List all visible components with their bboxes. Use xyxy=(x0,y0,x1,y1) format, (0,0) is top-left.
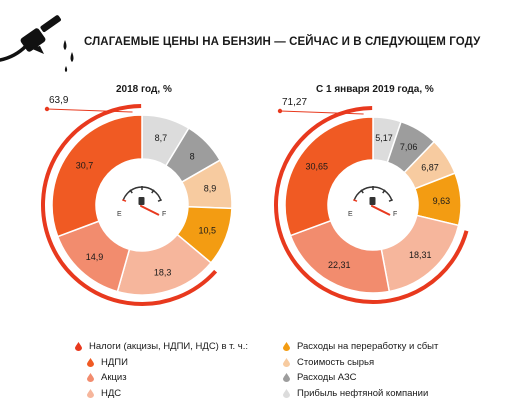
gauge-tick xyxy=(129,189,133,194)
drop-icon xyxy=(87,373,94,383)
taxes-total-label: 71,27 xyxy=(282,97,307,108)
legend-item-processing: Расходы на переработку и сбыт xyxy=(283,339,438,355)
legend-label: Прибыль нефтяной компании xyxy=(297,387,429,399)
page-title: СЛАГАЕМЫЕ ЦЕНЫ НА БЕНЗИН — СЕЙЧАС И В СЛ… xyxy=(84,36,481,48)
drop-icon xyxy=(87,357,94,367)
taxes-dot xyxy=(277,108,283,114)
legend-left: Налоги (акцизы, НДПИ, НДС) в т. ч.: НДПИ… xyxy=(75,339,248,401)
chart-title-2018: 2018 год, % xyxy=(116,84,172,95)
legend-item-ndpi: НДПИ xyxy=(75,355,248,371)
drop-icon xyxy=(283,342,290,352)
slice-label-vat: 18,3 xyxy=(154,267,172,277)
slice-label-profit: 8,7 xyxy=(155,133,168,143)
legend-item-vat: НДС xyxy=(75,386,248,402)
gauge-pump-icon xyxy=(138,197,145,205)
legend-item-excise: Акциз xyxy=(75,370,248,386)
slice-label-stations: 8 xyxy=(190,152,195,162)
slice-label-ndpi: 30,7 xyxy=(76,161,94,171)
taxes-total-label: 63,9 xyxy=(49,95,69,106)
drop-icon xyxy=(75,342,82,352)
gauge-tick xyxy=(382,189,386,194)
gauge-tick xyxy=(157,199,162,202)
slice-label-profit: 5,17 xyxy=(375,133,393,143)
gauge-tick xyxy=(353,199,358,202)
legend-right: Расходы на переработку и сбыт Стоимость … xyxy=(283,339,438,401)
legend-item-raw: Стоимость сырья xyxy=(283,355,438,371)
legend-label: Стоимость сырья xyxy=(297,356,375,368)
slice-label-processing: 9,63 xyxy=(433,196,451,206)
gauge-tick xyxy=(388,199,393,202)
drop-icon xyxy=(87,388,94,398)
gauge-tick xyxy=(122,199,127,202)
drop-icon xyxy=(283,388,290,398)
legend-item-taxes: Налоги (акцизы, НДПИ, НДС) в т. ч.: xyxy=(75,339,248,355)
drop-icon xyxy=(283,373,290,383)
gauge-pump-icon xyxy=(369,197,376,205)
slice-label-raw: 6,87 xyxy=(421,163,439,173)
gauge-empty-label: E xyxy=(348,211,353,218)
drop-icon xyxy=(283,357,290,367)
slice-label-excise: 22,31 xyxy=(328,260,351,270)
gauge-needle xyxy=(140,205,160,216)
slice-ndpi xyxy=(51,114,143,238)
slice-label-raw: 8,9 xyxy=(204,184,217,194)
slice-label-vat: 18,31 xyxy=(409,250,432,260)
gauge-tick xyxy=(151,189,155,194)
chart-title-2019: С 1 января 2019 года, % xyxy=(316,84,434,95)
taxes-leader-line xyxy=(46,108,133,113)
gauge-needle xyxy=(371,205,391,216)
taxes-leader-line xyxy=(279,110,364,115)
slice-label-excise: 14,9 xyxy=(86,252,104,262)
legend-label: НДС xyxy=(101,387,122,399)
fuel-nozzle-icon xyxy=(0,15,74,72)
legend-label: Расходы на переработку и сбыт xyxy=(297,341,439,352)
slice-excise xyxy=(289,219,391,294)
slice-label-ndpi: 30,65 xyxy=(306,161,329,171)
taxes-dot xyxy=(44,106,50,112)
taxes-total-arc xyxy=(41,104,218,306)
gauge-empty-label: E xyxy=(117,211,122,218)
legend-label: НДПИ xyxy=(101,356,128,368)
legend-item-profit: Прибыль нефтяной компании xyxy=(283,386,438,402)
donut-2018: 8,788,910,518,314,930,763,9E F xyxy=(41,95,233,306)
legend-label: Налоги (акцизы, НДПИ, НДС) в т. ч.: xyxy=(89,341,248,352)
legend-item-stations: Расходы АЗС xyxy=(283,370,438,386)
slice-label-stations: 7,06 xyxy=(400,142,418,152)
slice-label-processing: 10,5 xyxy=(199,226,217,236)
legend-label: Расходы АЗС xyxy=(297,372,357,383)
gauge-full-label: F xyxy=(162,211,166,218)
legend-label: Акциз xyxy=(101,372,127,383)
slice-ndpi xyxy=(284,116,374,237)
gauge-tick xyxy=(360,189,364,194)
taxes-total-arc xyxy=(274,106,469,304)
gauge-full-label: F xyxy=(393,211,397,218)
